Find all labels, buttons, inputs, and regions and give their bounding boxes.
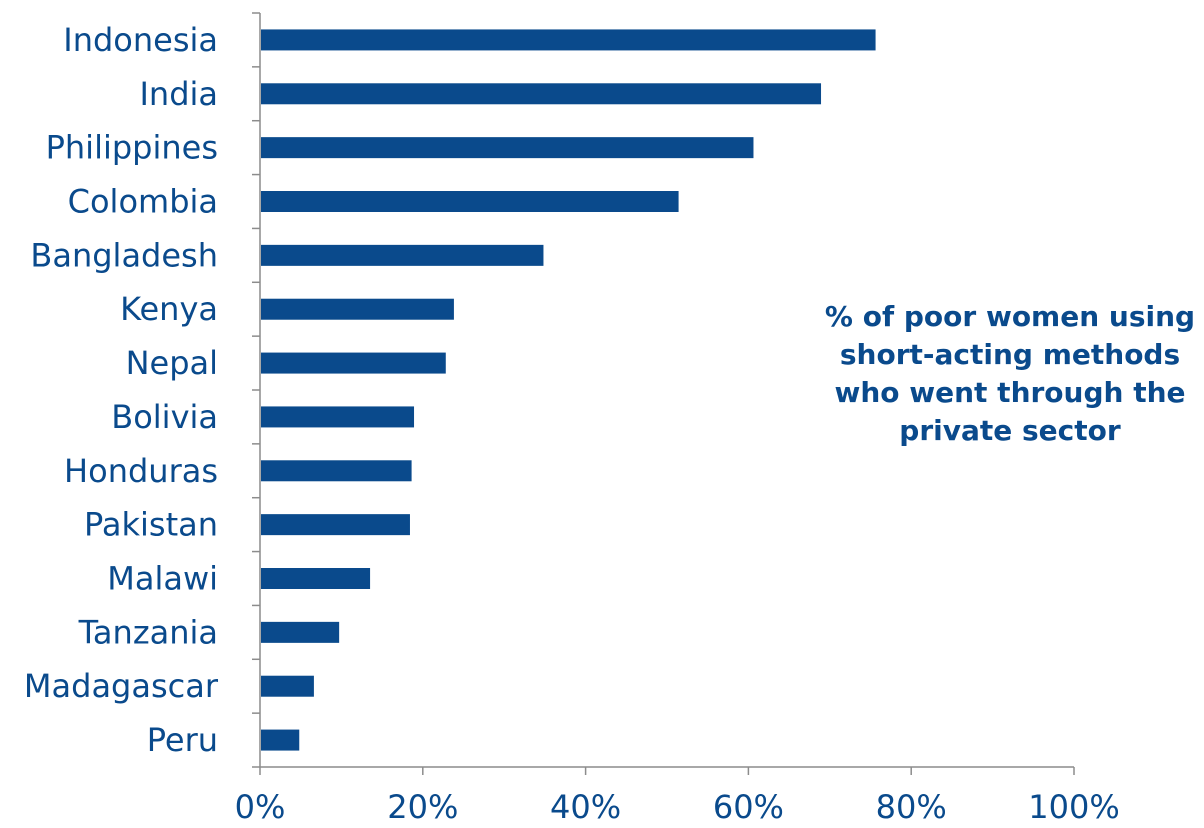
bar xyxy=(261,568,371,589)
category-label: Honduras xyxy=(64,452,218,490)
category-label: Bangladesh xyxy=(30,236,218,274)
bar xyxy=(261,29,876,51)
bar xyxy=(261,729,300,751)
bar xyxy=(261,460,412,482)
category-label: India xyxy=(139,75,218,113)
bar xyxy=(261,675,314,697)
bar xyxy=(261,352,446,374)
bars xyxy=(261,29,876,751)
x-tick-labels: 0% 20% 40% 60% 80% 100% xyxy=(235,788,1120,826)
category-label: Tanzania xyxy=(78,613,218,651)
chart-annotation: % of poor women using short-acting metho… xyxy=(824,300,1196,447)
x-tick-label: 60% xyxy=(713,788,784,826)
category-labels: Indonesia India Philippines Colombia Banglad… xyxy=(24,21,219,759)
bar xyxy=(261,621,340,643)
x-tick-label: 0% xyxy=(235,788,286,826)
bar xyxy=(261,406,415,428)
bar xyxy=(261,298,454,320)
category-label: Bolivia xyxy=(111,398,218,436)
category-label: Indonesia xyxy=(63,21,218,59)
axes xyxy=(252,12,1075,775)
category-label: Colombia xyxy=(68,183,218,221)
x-tick-label: 80% xyxy=(876,788,947,826)
category-label: Nepal xyxy=(126,344,218,382)
bar xyxy=(261,83,822,105)
category-label: Peru xyxy=(147,721,218,759)
category-label: Philippines xyxy=(46,129,218,167)
x-tick-label: 100% xyxy=(1028,788,1119,826)
x-tick-label: 40% xyxy=(550,788,621,826)
category-label: Pakistan xyxy=(84,506,218,544)
bar xyxy=(261,191,679,212)
bar xyxy=(261,244,544,266)
x-tick-label: 20% xyxy=(387,788,458,826)
bar xyxy=(261,514,410,536)
category-label: Malawi xyxy=(107,560,218,598)
category-label: Kenya xyxy=(120,290,218,328)
bar xyxy=(261,137,754,159)
category-label: Madagascar xyxy=(24,667,219,705)
